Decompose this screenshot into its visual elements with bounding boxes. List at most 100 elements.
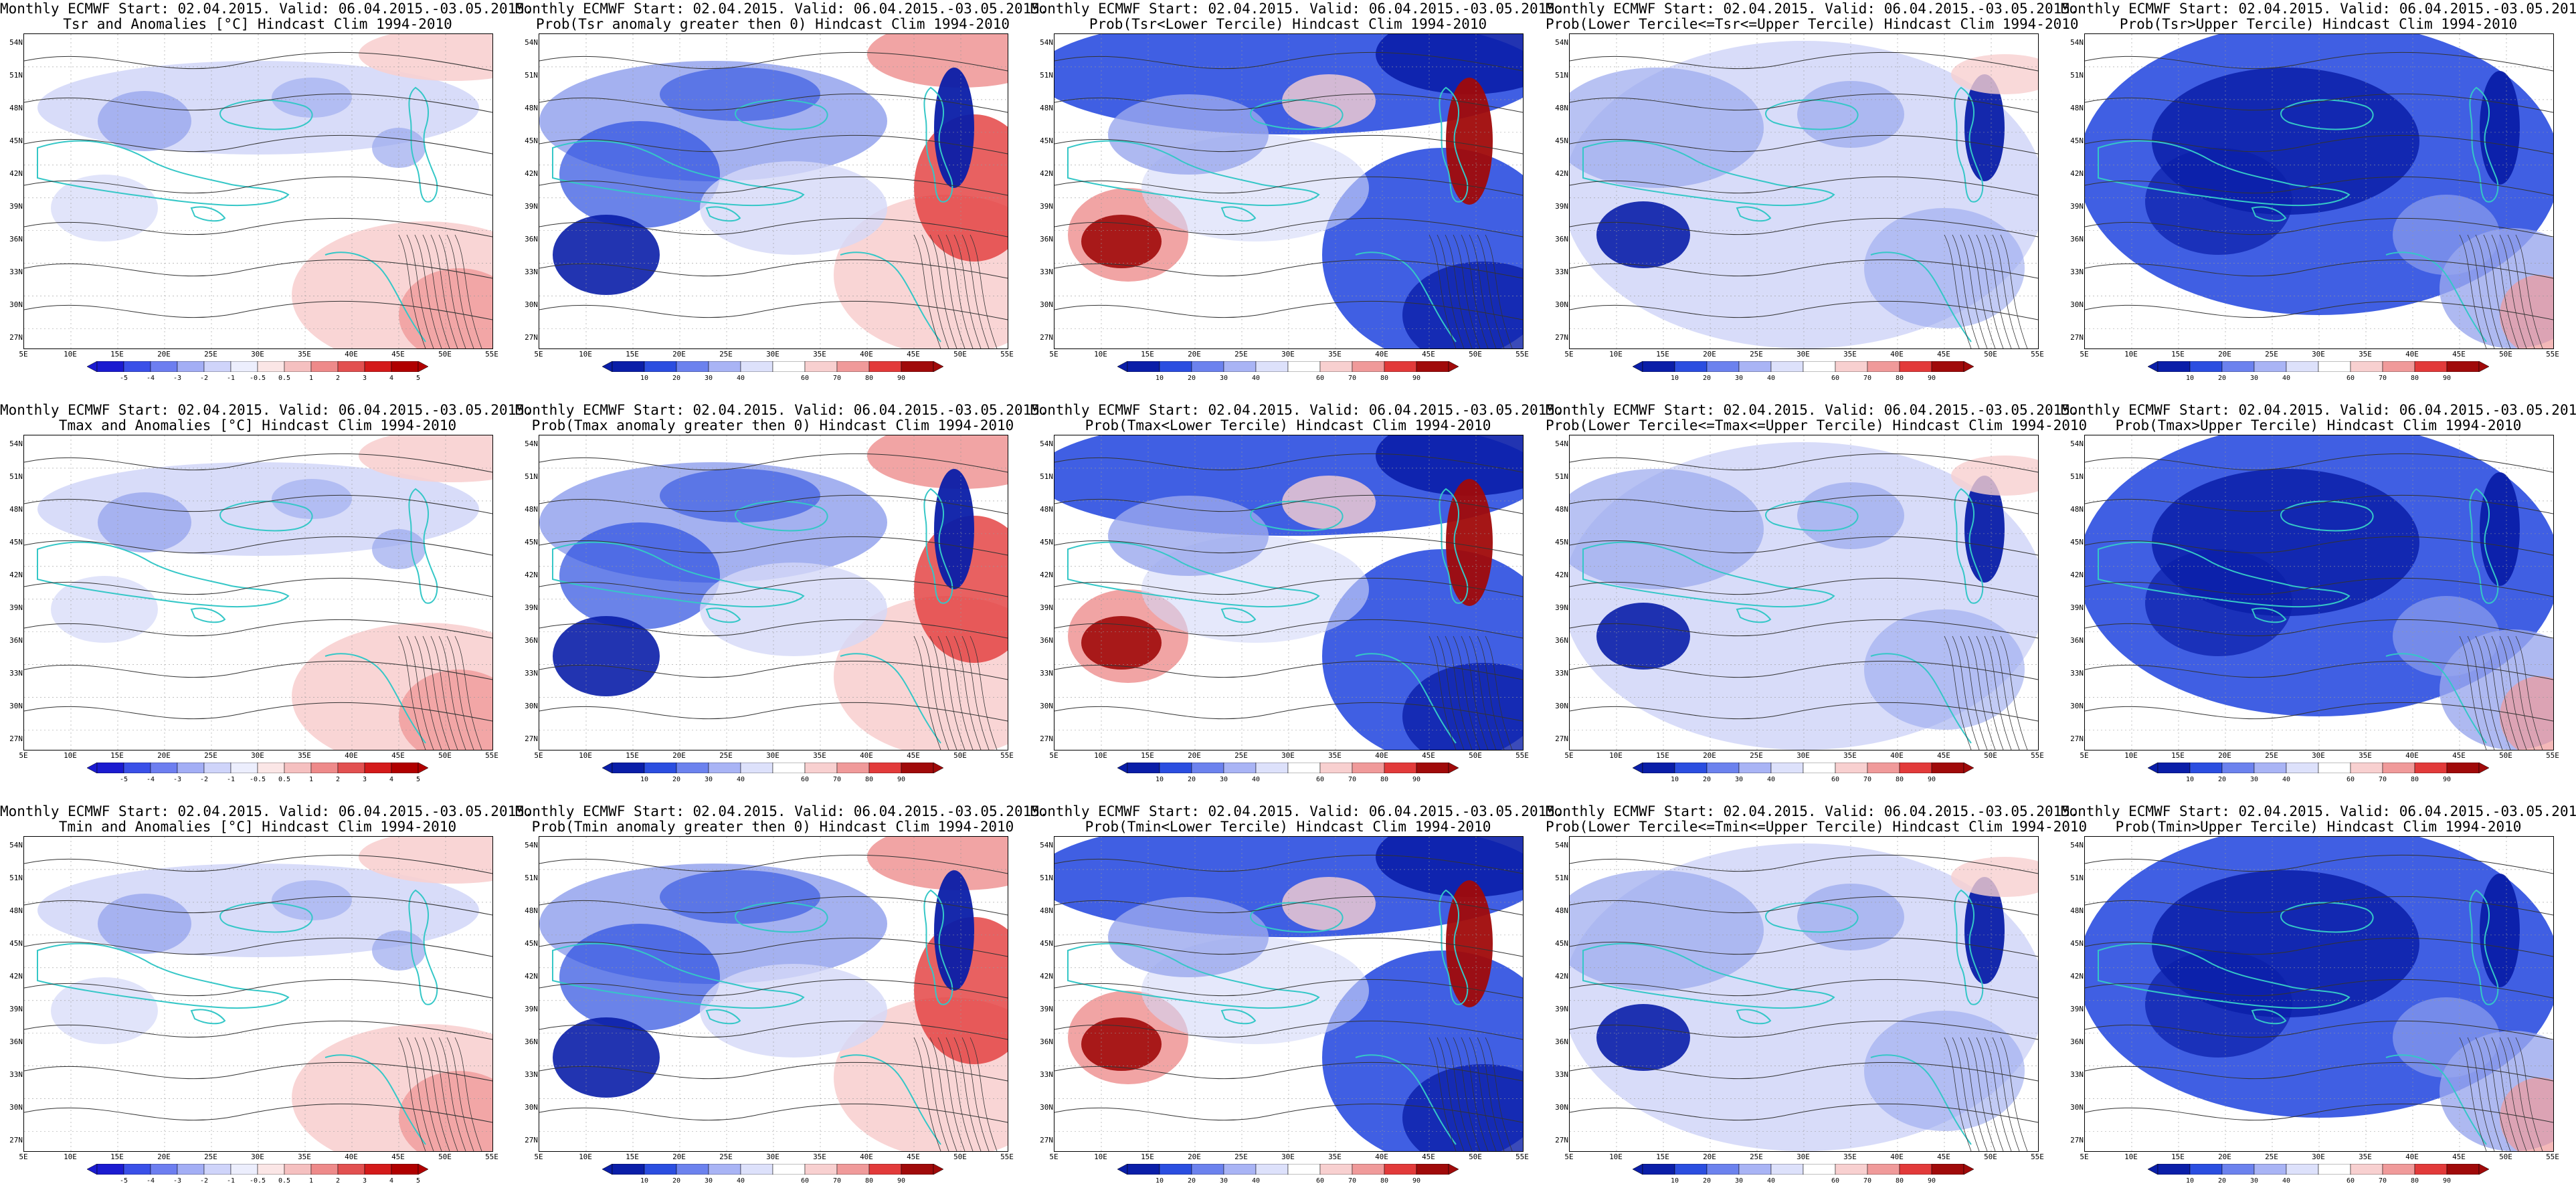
colorbar-tick-label: 40 bbox=[736, 776, 745, 783]
isotherm-contour bbox=[24, 1020, 492, 1040]
longitude-tick-label: 20E bbox=[1703, 1152, 1716, 1161]
latitude-tick-label: 45N bbox=[9, 537, 23, 546]
latitude-tick-label: 33N bbox=[525, 267, 538, 276]
latitude-tick-label: 54N bbox=[9, 439, 23, 448]
map-area bbox=[23, 33, 493, 349]
latitude-tick-label: 54N bbox=[525, 439, 538, 448]
colorbar-segment bbox=[150, 763, 178, 773]
shaded-region bbox=[399, 268, 492, 348]
terrain-contour bbox=[913, 234, 941, 348]
isotherm-contour bbox=[539, 854, 1008, 874]
colorbar-segment bbox=[1384, 1164, 1417, 1175]
shaded-region bbox=[1402, 663, 1523, 750]
shaded-region bbox=[559, 924, 720, 1031]
colorbar-tick-label: 90 bbox=[897, 375, 906, 382]
isotherm-contour bbox=[1570, 93, 2038, 113]
colorbar-tick-label: 80 bbox=[864, 375, 874, 382]
terrain-contour bbox=[1976, 1037, 2004, 1151]
isotherm-contour bbox=[24, 217, 492, 237]
coastline bbox=[2251, 1009, 2287, 1025]
isotherm-contour bbox=[1054, 979, 1523, 999]
colorbar bbox=[602, 1164, 943, 1175]
terrain-contour bbox=[446, 1037, 474, 1151]
longitude-tick-label: 55E bbox=[1515, 1152, 1529, 1161]
latitude-tick-label: 51N bbox=[1555, 873, 1568, 882]
coastline bbox=[1870, 653, 1972, 744]
longitude-tick-label: 25E bbox=[204, 350, 217, 359]
shaded-region bbox=[867, 34, 1008, 88]
latitude-tick-label: 54N bbox=[1555, 38, 1568, 47]
coastline bbox=[1220, 206, 1257, 222]
coastline bbox=[2385, 653, 2487, 744]
longitude-tick-label: 15E bbox=[626, 751, 639, 760]
longitude-tick-label: 35E bbox=[2359, 1152, 2372, 1161]
coastline bbox=[705, 206, 741, 222]
colorbar-segment bbox=[150, 1164, 178, 1175]
latitude-tick-label: 27N bbox=[525, 1135, 538, 1144]
map-svg bbox=[539, 435, 1008, 750]
isotherm-contour bbox=[1570, 300, 2038, 320]
coastline bbox=[37, 140, 290, 207]
isotherm-contour bbox=[2085, 93, 2553, 113]
shaded-region bbox=[660, 870, 820, 924]
longitude-tick-label: 30E bbox=[2312, 1152, 2325, 1161]
longitude-tick-label: 30E bbox=[1797, 751, 1810, 760]
longitude-tick-label: 40E bbox=[1890, 350, 1904, 359]
isotherm-contour bbox=[24, 937, 492, 957]
longitude-tick-label: 45E bbox=[1937, 751, 1950, 760]
colorbar-segment bbox=[2318, 763, 2351, 773]
colorbar-tick-label: 4 bbox=[389, 375, 394, 382]
terrain-contour bbox=[1461, 635, 1489, 750]
latitude-tick-label: 33N bbox=[9, 1070, 23, 1079]
colorbar bbox=[87, 361, 428, 372]
colorbar-segment bbox=[644, 1164, 677, 1175]
colorbar-segment bbox=[740, 1164, 773, 1175]
isotherm-contour bbox=[24, 453, 492, 473]
latitude-tick-label: 27N bbox=[2070, 1135, 2084, 1144]
colorbar-segment bbox=[123, 1164, 151, 1175]
isotherm-contour bbox=[24, 619, 492, 639]
latitude-tick-label: 33N bbox=[1555, 1070, 1568, 1079]
colorbar-segment bbox=[804, 1164, 838, 1175]
terrain-contour bbox=[430, 635, 458, 750]
colorbar-segment bbox=[1223, 361, 1257, 372]
isotherm-contour bbox=[1570, 619, 2038, 639]
longitude-tick-label: 5E bbox=[1049, 1152, 1059, 1161]
longitude-tick-label: 50E bbox=[2499, 1152, 2512, 1161]
coastline bbox=[325, 252, 426, 342]
longitude-tick-label: 50E bbox=[953, 1152, 967, 1161]
shaded-region bbox=[559, 121, 720, 228]
colorbar-tick-label: 60 bbox=[1831, 1177, 1840, 1185]
colorbar-tick-label: 10 bbox=[2185, 375, 2195, 382]
colorbar-tick-label: 70 bbox=[832, 1177, 842, 1185]
longitude-tick-label: 25E bbox=[1234, 350, 1248, 359]
longitude-tick-label: 50E bbox=[1469, 1152, 1482, 1161]
latitude-tick-label: 42N bbox=[525, 971, 538, 981]
coastline bbox=[325, 653, 426, 744]
colorbar-tick-label: 40 bbox=[1251, 776, 1261, 783]
colorbar-segment bbox=[123, 361, 151, 372]
isotherm-contour bbox=[1570, 979, 2038, 999]
colorbar-segment bbox=[2253, 1164, 2287, 1175]
colorbar-segment bbox=[1835, 763, 1868, 773]
map-svg bbox=[539, 837, 1008, 1151]
colorbar-segment bbox=[901, 361, 934, 372]
colorbar-tick-label: 5 bbox=[416, 375, 421, 382]
panel-title-line1: Monthly ECMWF Start: 02.04.2015. Valid: … bbox=[2061, 1, 2576, 17]
longitude-tick-label: 20E bbox=[157, 751, 171, 760]
longitude-tick-label: 35E bbox=[1328, 350, 1342, 359]
terrain-contour bbox=[1984, 234, 2012, 348]
latitude-tick-label: 33N bbox=[525, 1070, 538, 1079]
panel-title-line1: Monthly ECMWF Start: 02.04.2015. Valid: … bbox=[2061, 803, 2576, 819]
latitude-tick-label: 51N bbox=[2070, 873, 2084, 882]
colorbar-segment bbox=[2446, 1164, 2480, 1175]
latitude-tick-label: 45N bbox=[9, 136, 23, 145]
colorbar-segment bbox=[1287, 1164, 1321, 1175]
colorbar-max-arrow bbox=[2478, 763, 2489, 773]
latitude-tick-label: 48N bbox=[525, 906, 538, 915]
colorbar-segment bbox=[1770, 361, 1804, 372]
isotherm-contour bbox=[24, 93, 492, 113]
latitude-tick-label: 45N bbox=[2070, 537, 2084, 546]
colorbar-segment bbox=[96, 1164, 124, 1175]
terrain-contour bbox=[1944, 1037, 1972, 1151]
